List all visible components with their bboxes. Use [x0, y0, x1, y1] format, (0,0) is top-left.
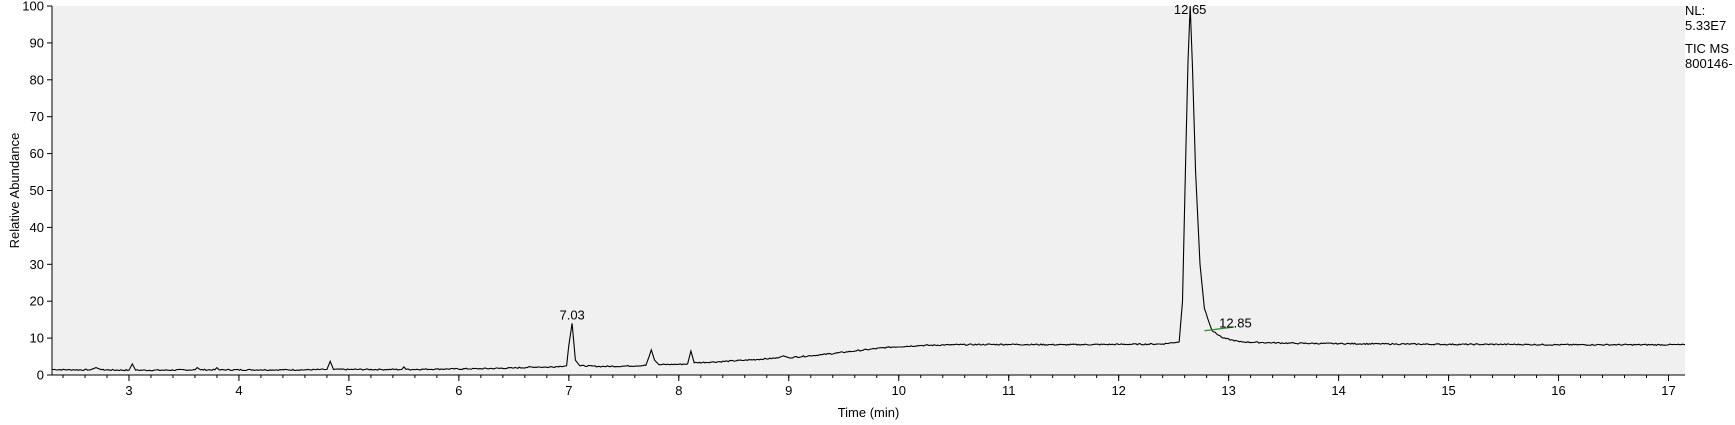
y-tick-label: 50: [30, 183, 44, 198]
x-tick-label: 3: [125, 383, 132, 398]
integration-baseline: [1204, 326, 1235, 332]
y-tick-label: 60: [30, 146, 44, 161]
x-axis-title: Time (min): [838, 405, 900, 420]
x-tick-label: 13: [1221, 383, 1235, 398]
y-tick-label: 30: [30, 257, 44, 272]
x-tick-label: 10: [892, 383, 906, 398]
y-tick-label: 0: [37, 368, 44, 383]
file-name-label: 800146-: [1685, 56, 1733, 71]
x-tick-label: 17: [1661, 383, 1675, 398]
x-tick-label: 5: [345, 383, 352, 398]
x-tick-label: 4: [235, 383, 242, 398]
x-tick-label: 14: [1331, 383, 1345, 398]
y-axis-title: Relative Abundance: [7, 133, 22, 249]
y-tick-label: 80: [30, 72, 44, 87]
y-tick-label: 40: [30, 220, 44, 235]
plot-area: [52, 6, 1685, 375]
y-tick-label: 90: [30, 35, 44, 50]
y-tick-label: 100: [22, 0, 44, 14]
chromatogram-info-panel: NL: 5.33E7 TIC MS 800146-: [1685, 3, 1735, 71]
y-axis-ticks: 0 10 20 30 40 50 60 70 80 90 100: [22, 0, 52, 383]
nl-value: 5.33E7: [1685, 18, 1727, 33]
x-tick-label: 9: [785, 383, 792, 398]
x-tick-label: 12: [1111, 383, 1125, 398]
x-tick-label: 16: [1551, 383, 1565, 398]
tic-trace-line: [52, 5, 1686, 372]
y-tick-label: 70: [30, 109, 44, 124]
peak-labels: 7.03 12.65 12.85: [559, 2, 1251, 331]
y-tick-label: 20: [30, 294, 44, 309]
x-tick-label: 8: [675, 383, 682, 398]
y-tick-label: 10: [30, 331, 44, 346]
x-tick-label: 7: [565, 383, 572, 398]
nl-label: NL:: [1685, 3, 1706, 18]
peak-label-1: 12.65: [1174, 2, 1207, 17]
x-axis-ticks: 3 4 5 6 7 8 9 10 11 12 13 14 15 16 17: [62, 375, 1676, 398]
scan-filter-label: TIC MS: [1685, 41, 1730, 56]
peak-label-2: 12.85: [1219, 316, 1252, 331]
peak-label-0: 7.03: [559, 307, 584, 322]
x-tick-label: 15: [1441, 383, 1455, 398]
x-tick-label: 6: [455, 383, 462, 398]
x-tick-label: 11: [1002, 383, 1016, 398]
